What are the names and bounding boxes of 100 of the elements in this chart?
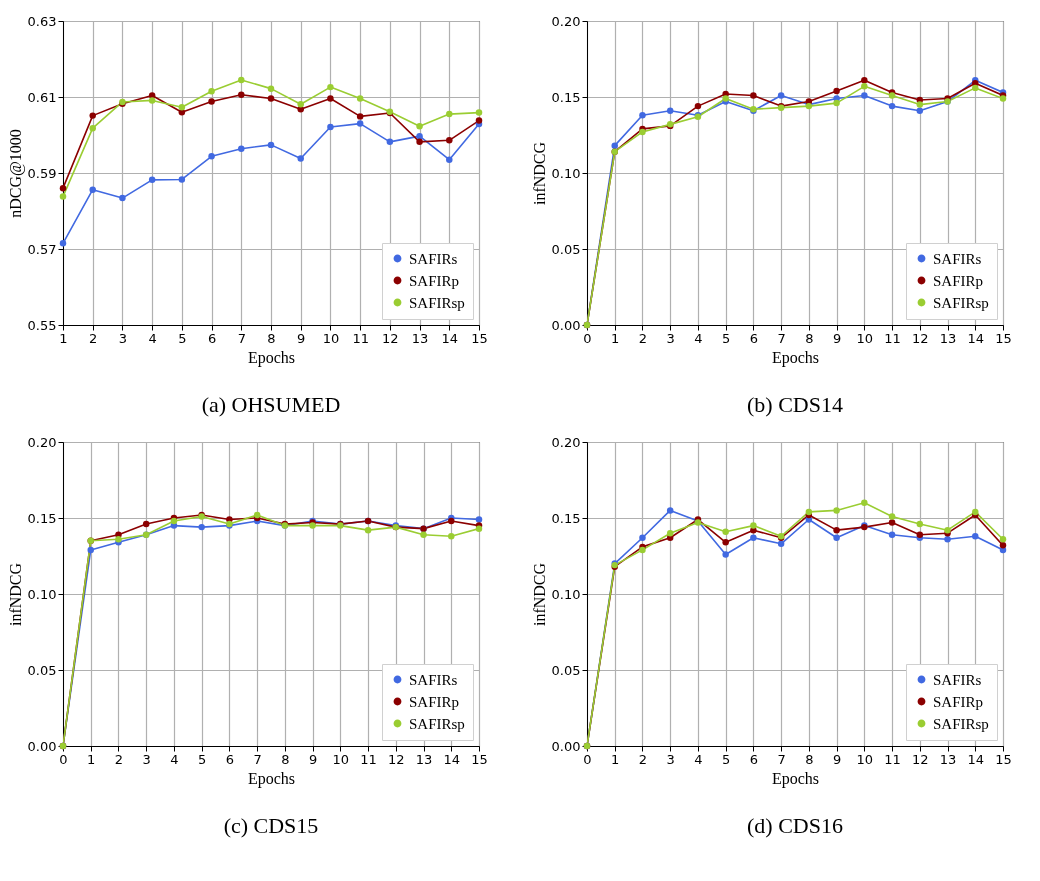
point: [833, 99, 840, 107]
x-tick-label: 10: [332, 751, 350, 767]
point: [416, 123, 423, 130]
point: [356, 120, 364, 127]
x-tick-label: 11: [884, 330, 901, 346]
point: [666, 107, 674, 114]
point: [448, 533, 455, 540]
point: [148, 176, 156, 184]
point: [475, 516, 483, 523]
point: [364, 526, 372, 534]
x-tick-label: 11: [884, 751, 901, 767]
x-tick-label: 9: [297, 330, 306, 346]
x-tick-label: 2: [89, 330, 98, 346]
legend-label: SAFIRp: [409, 272, 460, 289]
legend-label: SAFIRsp: [409, 294, 465, 311]
x-axis-title: Epochs: [771, 769, 820, 788]
point: [420, 531, 427, 538]
x-tick-label: 6: [225, 751, 235, 767]
text: (a) OHSUMED: [201, 392, 341, 417]
point: [416, 138, 423, 146]
point: [722, 551, 729, 558]
x-tick-label: 15: [995, 751, 1012, 767]
y-tick-label: 0.05: [27, 662, 57, 678]
x-axis-title: Epochs: [247, 769, 296, 788]
y-tick-label: 0.15: [27, 510, 57, 526]
point: [238, 145, 245, 152]
x-tick-label: 14: [443, 751, 461, 767]
point: [888, 513, 896, 520]
point: [267, 85, 275, 92]
x-tick-label: 11: [360, 751, 377, 767]
point: [89, 186, 96, 193]
legend-label: SAFIRsp: [933, 294, 989, 311]
x-tick-label: 2: [638, 751, 648, 767]
y-axis-title: nDCG@1000: [6, 129, 25, 218]
point: [611, 142, 618, 149]
x-tick-label: 9: [832, 330, 842, 346]
x-tick-label: 7: [777, 751, 786, 767]
x-tick-label: 15: [471, 751, 488, 767]
point: [833, 507, 840, 514]
point: [475, 117, 483, 124]
point: [722, 528, 729, 535]
point: [750, 534, 757, 541]
point: [777, 92, 785, 99]
x-tick-label: 14: [967, 751, 985, 767]
x-tick-label: 5: [722, 330, 731, 346]
point: [750, 522, 757, 529]
y-tick-label: 0.10: [27, 586, 57, 602]
text: (c) CDS15: [223, 813, 319, 838]
point: [59, 193, 67, 200]
x-tick-label: 8: [805, 751, 814, 767]
legend-label: SAFIRs: [933, 250, 982, 267]
x-tick-label: 13: [939, 751, 957, 767]
point: [446, 156, 453, 163]
point: [999, 542, 1007, 549]
legend-label: SAFIRs: [409, 250, 458, 267]
x-tick-label: 14: [967, 330, 985, 346]
legend-label: SAFIRp: [933, 693, 984, 710]
x-tick-label: 1: [59, 330, 68, 346]
point: [59, 240, 67, 247]
x-tick-label: 12: [388, 751, 405, 767]
y-tick-label: 0.10: [551, 165, 581, 181]
x-tick-label: 3: [666, 330, 675, 346]
x-tick-label: 14: [441, 330, 459, 346]
point: [777, 540, 785, 548]
point: [178, 176, 186, 183]
point: [639, 534, 646, 541]
point: [238, 91, 245, 98]
x-tick-label: 11: [352, 330, 369, 346]
point: [972, 84, 979, 92]
x-tick-label: 4: [170, 751, 179, 767]
point: [888, 531, 896, 538]
point: [833, 526, 840, 534]
x-tick-label: 5: [722, 751, 731, 767]
point: [356, 113, 364, 120]
point: [267, 141, 275, 149]
point: [208, 153, 215, 160]
y-tick-label: 0.15: [551, 89, 581, 105]
point: [89, 124, 96, 132]
x-tick-label: 3: [666, 751, 675, 767]
x-tick-label: 8: [267, 330, 276, 346]
y-tick-label: 0.05: [551, 241, 581, 257]
x-tick-label: 10: [856, 751, 874, 767]
x-tick-label: 0: [59, 751, 68, 767]
point: [750, 92, 757, 99]
x-tick-label: 6: [749, 330, 759, 346]
point: [119, 194, 126, 202]
x-tick-label: 12: [912, 330, 929, 346]
point: [416, 132, 423, 140]
point: [446, 110, 453, 118]
point: [327, 95, 334, 102]
x-tick-label: 12: [912, 751, 929, 767]
point: [694, 102, 702, 110]
y-tick-label: 0.63: [27, 13, 57, 29]
legend-label: SAFIRs: [933, 671, 982, 688]
point: [833, 87, 840, 95]
x-tick-label: 7: [253, 751, 262, 767]
x-tick-label: 13: [939, 330, 957, 346]
point: [861, 83, 868, 90]
point: [639, 112, 646, 119]
x-axis-title: Epochs: [247, 348, 296, 367]
